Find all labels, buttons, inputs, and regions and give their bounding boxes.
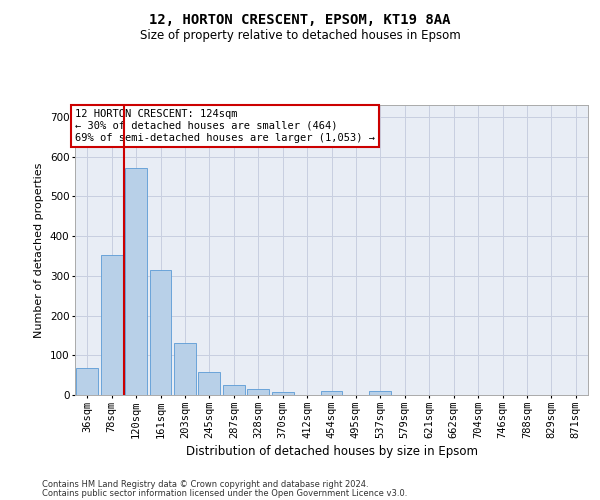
Bar — [125, 168, 147, 395]
Bar — [370, 392, 391, 395]
Bar — [76, 368, 98, 395]
Text: 12 HORTON CRESCENT: 124sqm
← 30% of detached houses are smaller (464)
69% of sem: 12 HORTON CRESCENT: 124sqm ← 30% of deta… — [75, 110, 375, 142]
Bar — [199, 372, 220, 395]
Text: Contains HM Land Registry data © Crown copyright and database right 2024.: Contains HM Land Registry data © Crown c… — [42, 480, 368, 489]
Bar — [320, 392, 343, 395]
Bar — [272, 392, 293, 395]
Text: Contains public sector information licensed under the Open Government Licence v3: Contains public sector information licen… — [42, 490, 407, 498]
X-axis label: Distribution of detached houses by size in Epsom: Distribution of detached houses by size … — [185, 445, 478, 458]
Bar — [149, 270, 172, 395]
Text: Size of property relative to detached houses in Epsom: Size of property relative to detached ho… — [140, 29, 460, 42]
Bar — [247, 389, 269, 395]
Y-axis label: Number of detached properties: Number of detached properties — [34, 162, 44, 338]
Text: 12, HORTON CRESCENT, EPSOM, KT19 8AA: 12, HORTON CRESCENT, EPSOM, KT19 8AA — [149, 12, 451, 26]
Bar — [101, 255, 122, 395]
Bar — [174, 344, 196, 395]
Bar — [223, 385, 245, 395]
